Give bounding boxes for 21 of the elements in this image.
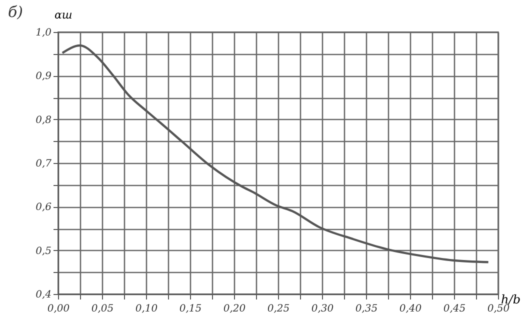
x-tick-label: 0,05 [91, 304, 114, 314]
x-tick-label: 0,45 [443, 304, 466, 314]
x-tick-label: 0,30 [311, 304, 334, 314]
line-series [61, 44, 490, 264]
x-tick-label: 0,35 [355, 304, 378, 314]
x-tick-label: 0,15 [179, 304, 202, 314]
x-tick-label: 0,25 [267, 304, 290, 314]
y-axis-title: αш [54, 8, 72, 22]
y-tick-label: 0,9 [36, 71, 52, 82]
x-tick-label: 0,20 [223, 304, 246, 314]
x-tick-label: 0,40 [399, 304, 422, 314]
x-tick-label: 0,00 [47, 304, 70, 314]
y-tick-label: 0,7 [36, 158, 52, 170]
text: б) [8, 3, 24, 21]
x-tick-label: 0,10 [135, 304, 158, 314]
y-tick-label: 0,5 [36, 246, 52, 257]
y-tick-label: 0,4 [36, 290, 52, 300]
y-tick-label: 0,6 [36, 202, 52, 214]
y-tick-label: 0,8 [36, 114, 52, 126]
x-tick-label: 0,50 [487, 304, 510, 314]
y-tick-label: 1,0 [36, 28, 52, 38]
